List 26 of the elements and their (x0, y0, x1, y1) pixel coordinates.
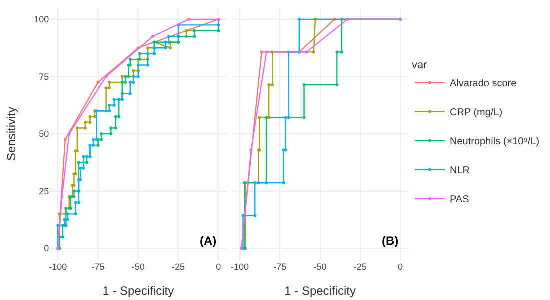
x-tick-label: -100 (49, 262, 68, 272)
x-axis-title: 1 - Specificity (284, 284, 356, 298)
legend-label: Neutrophils (×10⁹/L) (450, 136, 540, 148)
x-tick-label: -100 (231, 262, 250, 272)
legend-label: CRP (mg/L) (450, 108, 503, 119)
x-tick-label: -75 (92, 262, 105, 272)
legend-label: Alvarado score (450, 78, 518, 90)
y-tick-label: 0 (44, 244, 50, 254)
x-tick-label: -25 (354, 262, 367, 272)
y-tick-label: 100 (34, 14, 50, 25)
x-tick-label: 0 (216, 262, 222, 272)
y-tick-label: 75 (39, 72, 50, 82)
y-tick-label: 25 (39, 186, 50, 196)
x-tick-label: -25 (172, 262, 186, 272)
legend-label: NLR (450, 166, 470, 177)
x-tick-label: 0 (398, 262, 404, 272)
y-tick-label: 50 (39, 129, 50, 140)
annotation: (A) (200, 234, 217, 248)
legend-label: PAS (450, 194, 470, 206)
y-axis-title: Sensitivity (4, 106, 18, 162)
x-tick-label: -50 (314, 262, 327, 272)
x-axis-title: 1 - Specificity (102, 284, 174, 298)
annotation: (B) (382, 234, 399, 248)
x-tick-label: -75 (274, 262, 287, 272)
legend-title: var (412, 59, 428, 72)
x-tick-label: -50 (132, 262, 145, 272)
